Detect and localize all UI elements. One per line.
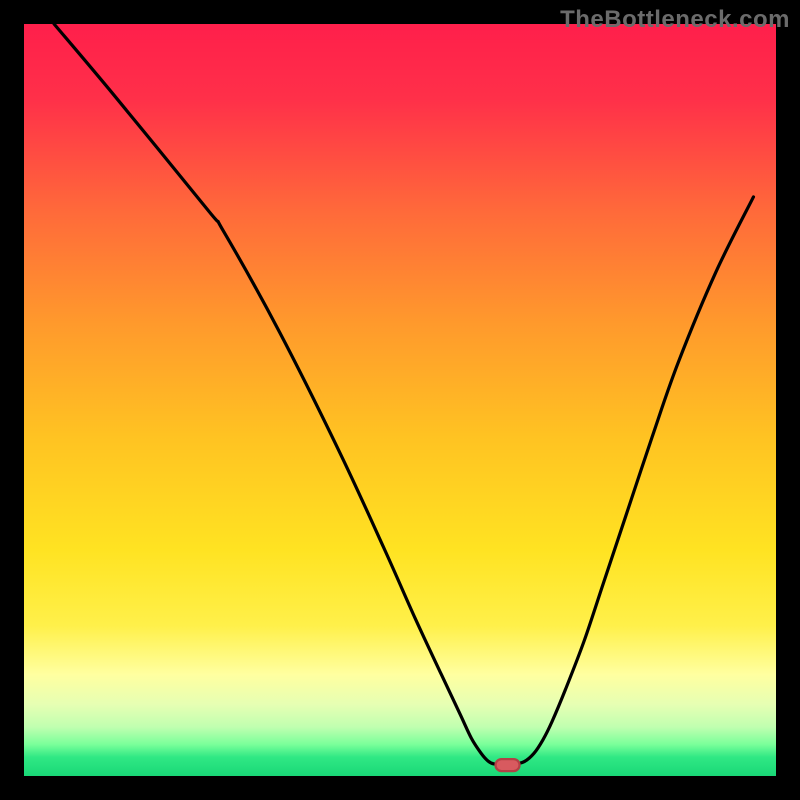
bottleneck-curve-chart	[0, 0, 800, 800]
watermark-text: TheBottleneck.com	[560, 6, 790, 34]
chart-frame: TheBottleneck.com	[0, 0, 800, 800]
optimal-point-marker	[496, 759, 520, 771]
